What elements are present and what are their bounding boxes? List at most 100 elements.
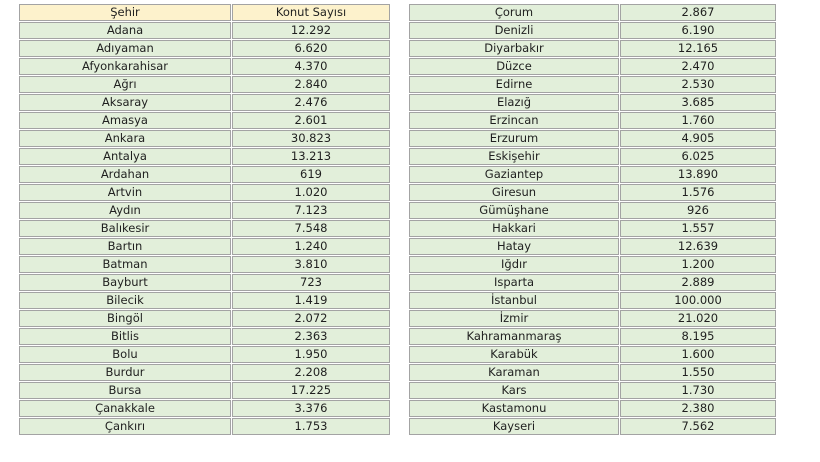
table-row: Karabük 1.600 bbox=[409, 346, 776, 363]
left-table-body: Adana 12.292 Adıyaman 6.620 Afyonkarahisar 4.… bbox=[19, 22, 390, 435]
housing-count-cell: 6.025 bbox=[620, 148, 776, 165]
housing-count-cell: 8.195 bbox=[620, 328, 776, 345]
city-housing-table-left: Şehir Konut Sayısı Adana 12.292 Adıyaman 6.… bbox=[18, 3, 391, 436]
city-cell: Giresun bbox=[409, 184, 619, 201]
city-cell: Karabük bbox=[409, 346, 619, 363]
city-cell: Amasya bbox=[19, 112, 231, 129]
table-row: Bilecik 1.419 bbox=[19, 292, 390, 309]
housing-count-cell: 1.950 bbox=[232, 346, 390, 363]
city-cell: Diyarbakır bbox=[409, 40, 619, 57]
housing-count-cell: 2.208 bbox=[232, 364, 390, 381]
table-row: İstanbul 100.000 bbox=[409, 292, 776, 309]
housing-count-cell: 1.419 bbox=[232, 292, 390, 309]
city-cell: Isparta bbox=[409, 274, 619, 291]
city-cell: Erzurum bbox=[409, 130, 619, 147]
housing-count-cell: 2.072 bbox=[232, 310, 390, 327]
city-cell: Ardahan bbox=[19, 166, 231, 183]
table-row: Edirne 2.530 bbox=[409, 76, 776, 93]
table-row: Hakkari 1.557 bbox=[409, 220, 776, 237]
table-row: Bayburt 723 bbox=[19, 274, 390, 291]
city-cell: Bayburt bbox=[19, 274, 231, 291]
city-cell: Kahramanmaraş bbox=[409, 328, 619, 345]
table-row: Elazığ 3.685 bbox=[409, 94, 776, 111]
housing-count-cell: 3.376 bbox=[232, 400, 390, 417]
housing-count-cell: 2.363 bbox=[232, 328, 390, 345]
housing-count-cell: 2.889 bbox=[620, 274, 776, 291]
city-cell: Karaman bbox=[409, 364, 619, 381]
table-row: Bartın 1.240 bbox=[19, 238, 390, 255]
city-cell: Batman bbox=[19, 256, 231, 273]
housing-count-cell: 1.730 bbox=[620, 382, 776, 399]
city-housing-table-right: Çorum 2.867 Denizli 6.190 Diyarbakır 12.165 Dü… bbox=[408, 3, 777, 436]
table-row: Ardahan 619 bbox=[19, 166, 390, 183]
housing-count-cell: 926 bbox=[620, 202, 776, 219]
housing-count-cell: 2.530 bbox=[620, 76, 776, 93]
city-cell: Çorum bbox=[409, 4, 619, 21]
housing-count-cell: 30.823 bbox=[232, 130, 390, 147]
city-cell: Edirne bbox=[409, 76, 619, 93]
housing-count-cell: 12.639 bbox=[620, 238, 776, 255]
housing-count-cell: 2.476 bbox=[232, 94, 390, 111]
housing-count-cell: 4.370 bbox=[232, 58, 390, 75]
city-cell: Aksaray bbox=[19, 94, 231, 111]
housing-count-cell: 2.840 bbox=[232, 76, 390, 93]
right-table-body: Çorum 2.867 Denizli 6.190 Diyarbakır 12.165 Dü… bbox=[409, 4, 776, 435]
table-row: Batman 3.810 bbox=[19, 256, 390, 273]
housing-count-cell: 13.213 bbox=[232, 148, 390, 165]
city-cell: Ankara bbox=[19, 130, 231, 147]
housing-count-cell: 1.550 bbox=[620, 364, 776, 381]
table-row: Afyonkarahisar 4.370 bbox=[19, 58, 390, 75]
header-city: Şehir bbox=[19, 4, 231, 21]
housing-count-cell: 100.000 bbox=[620, 292, 776, 309]
city-cell: Hakkari bbox=[409, 220, 619, 237]
table-row: Antalya 13.213 bbox=[19, 148, 390, 165]
housing-count-cell: 6.620 bbox=[232, 40, 390, 57]
table-row: Giresun 1.576 bbox=[409, 184, 776, 201]
table-row: İzmir 21.020 bbox=[409, 310, 776, 327]
city-cell: Iğdır bbox=[409, 256, 619, 273]
table-row: Kahramanmaraş 8.195 bbox=[409, 328, 776, 345]
city-cell: Adana bbox=[19, 22, 231, 39]
housing-count-cell: 1.200 bbox=[620, 256, 776, 273]
city-cell: Erzincan bbox=[409, 112, 619, 129]
housing-count-cell: 4.905 bbox=[620, 130, 776, 147]
housing-count-cell: 7.548 bbox=[232, 220, 390, 237]
housing-count-cell: 3.685 bbox=[620, 94, 776, 111]
table-row: Bolu 1.950 bbox=[19, 346, 390, 363]
table-row: Aksaray 2.476 bbox=[19, 94, 390, 111]
housing-count-cell: 6.190 bbox=[620, 22, 776, 39]
table-row: Diyarbakır 12.165 bbox=[409, 40, 776, 57]
city-cell: Ağrı bbox=[19, 76, 231, 93]
housing-count-cell: 17.225 bbox=[232, 382, 390, 399]
housing-count-cell: 1.600 bbox=[620, 346, 776, 363]
city-cell: Bartın bbox=[19, 238, 231, 255]
housing-count-cell: 7.123 bbox=[232, 202, 390, 219]
table-row: Balıkesir 7.548 bbox=[19, 220, 390, 237]
table-row: Kars 1.730 bbox=[409, 382, 776, 399]
housing-count-cell: 1.240 bbox=[232, 238, 390, 255]
city-cell: Aydın bbox=[19, 202, 231, 219]
table-row: Çanakkale 3.376 bbox=[19, 400, 390, 417]
housing-count-cell: 1.557 bbox=[620, 220, 776, 237]
housing-count-cell: 1.020 bbox=[232, 184, 390, 201]
housing-count-cell: 1.753 bbox=[232, 418, 390, 435]
city-cell: Gaziantep bbox=[409, 166, 619, 183]
city-cell: Eskişehir bbox=[409, 148, 619, 165]
housing-count-cell: 2.470 bbox=[620, 58, 776, 75]
housing-count-cell: 13.890 bbox=[620, 166, 776, 183]
city-cell: Burdur bbox=[19, 364, 231, 381]
table-row: Gümüşhane 926 bbox=[409, 202, 776, 219]
city-cell: Bingöl bbox=[19, 310, 231, 327]
city-cell: Balıkesir bbox=[19, 220, 231, 237]
city-cell: İzmir bbox=[409, 310, 619, 327]
city-cell: Kastamonu bbox=[409, 400, 619, 417]
housing-count-cell: 2.601 bbox=[232, 112, 390, 129]
table-row: Karaman 1.550 bbox=[409, 364, 776, 381]
table-row: Amasya 2.601 bbox=[19, 112, 390, 129]
table-row: Iğdır 1.200 bbox=[409, 256, 776, 273]
city-cell: Çankırı bbox=[19, 418, 231, 435]
table-row: Kastamonu 2.380 bbox=[409, 400, 776, 417]
housing-count-cell: 2.867 bbox=[620, 4, 776, 21]
housing-count-cell: 723 bbox=[232, 274, 390, 291]
table-row: Eskişehir 6.025 bbox=[409, 148, 776, 165]
